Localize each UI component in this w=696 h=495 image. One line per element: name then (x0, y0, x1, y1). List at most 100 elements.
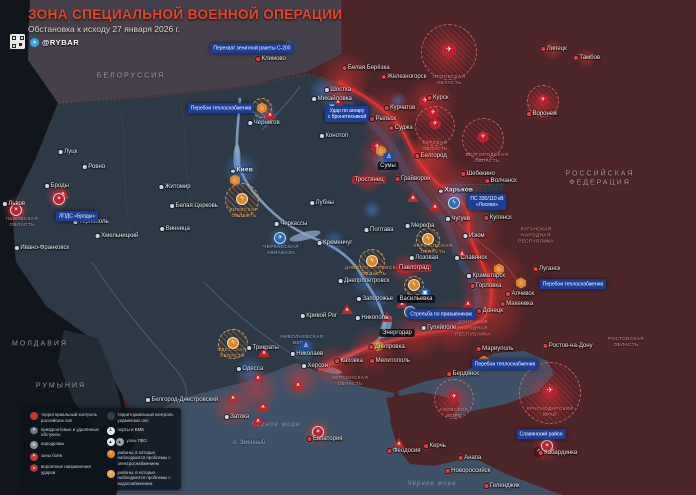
strike-triangle-icon: ʌ (429, 201, 441, 211)
strike-triangle-icon: ʌ (257, 401, 269, 411)
city-label: Одесса (236, 366, 263, 372)
city-label: Днепропетровск (338, 278, 389, 284)
strike-triangle-icon: ʌ (396, 298, 408, 308)
legend-label: узлы ПВО (126, 438, 147, 443)
event-callout: Стрельба по призывникам (407, 309, 475, 319)
city-label: Новороссийск (445, 468, 490, 474)
strike-triangle-icon: ʌ (341, 304, 353, 314)
strike-triangle-icon: ʌ (393, 438, 405, 448)
power-outage-icon: ϟ (408, 279, 420, 291)
event-callout: Перехват зенитной ракеты С-200 (210, 43, 294, 53)
legend-label: зоны боёв (41, 452, 62, 458)
combat-glow-red (232, 366, 280, 414)
city-label: Шебекино (461, 171, 495, 177)
legend-column-left: территориальный контроль российских сил ✶… (30, 412, 100, 486)
city-label: Васильевка (397, 295, 435, 303)
event-callout: Удар по ангару с бронетехникой (324, 106, 370, 122)
legend-row: ʌ вероятные направления ударов (30, 464, 100, 475)
city-label: Сумы (377, 162, 399, 170)
city-label: Анапа (458, 455, 481, 461)
city-label: Ровно (82, 164, 105, 170)
city-label: Гуляйполе (421, 325, 456, 331)
strike-triangle-icon: ʌ (252, 372, 264, 382)
city-label: Тернополь (73, 219, 109, 225)
area-label: Львовская область (5, 215, 39, 227)
legend-air-icon: ✈ (30, 441, 38, 449)
strike-triangle-icon: ʌ (381, 312, 393, 322)
event-callout: ПС 330/110 кВ «Лосево» (467, 194, 507, 210)
city-label: Лубны (310, 200, 334, 206)
power-outage-icon: ϟ (366, 255, 378, 267)
legend-burst-icon: ʌ (30, 464, 38, 472)
legend-row: ⚓ порты и ВМБ (106, 426, 177, 435)
legend-label: районы, в которых наблюдаются проблемы с… (117, 469, 171, 486)
explosion-icon: ✶ (53, 193, 65, 205)
city-label: Затока (224, 414, 249, 420)
city-label: Горловка (470, 283, 502, 289)
legend-row: территориальный контроль российских сил (30, 412, 100, 423)
city-label: Ивано-Франковск (14, 245, 69, 251)
city-label: Мелитополь (370, 358, 410, 364)
city-label: Трикраты (247, 345, 279, 351)
telegram-icon: ✈ (30, 38, 39, 47)
city-label: Курск (427, 95, 448, 101)
strike-triangle-icon: ʌ (462, 298, 474, 308)
power-outage-icon: ϟ (227, 337, 239, 349)
event-callout: ЛПДС «Броды» (55, 211, 99, 221)
city-label: Волчанск (485, 178, 517, 184)
combat-glow-blue (362, 200, 382, 220)
legend-row: ✶ зоны боёв (30, 452, 100, 461)
city-label: Полтава (364, 227, 394, 233)
area-label: МОЛДАВИЯ (12, 340, 68, 348)
city-label: Запорожье (356, 296, 393, 302)
area-label: Чёрное море (407, 480, 457, 487)
channel-handle[interactable]: @RYBAR (42, 38, 80, 47)
city-label: Павлоград (396, 264, 432, 272)
page-title: ЗОНА СПЕЦИАЛЬНОЙ ВОЕННОЙ ОПЕРАЦИИ (28, 7, 343, 22)
city-label: Луганск (533, 266, 560, 272)
city-label: Львов (2, 201, 25, 207)
qr-code-icon (10, 34, 25, 49)
legend-row: ✶ прифронтовые и удалённые обстрелы (30, 426, 100, 438)
city-label: Белгород (415, 153, 447, 159)
legend-power-icon: ϟ (106, 449, 115, 458)
city-label: Николаев (290, 351, 323, 357)
city-label: Евпатория (307, 436, 343, 442)
area-label: РУМЫНИЯ (35, 382, 87, 390)
city-label: Хмельницкий (95, 233, 138, 239)
city-label: Рыльск (369, 116, 396, 122)
area-label: Донецкая Народная Республика (455, 319, 491, 338)
city-label: Житомир (159, 184, 191, 190)
city-label: Луцк (58, 149, 77, 155)
city-label: Липецк (541, 46, 567, 52)
city-label: Чугуев (445, 216, 470, 222)
map-legend: территориальный контроль российских сил ✶… (25, 408, 181, 490)
city-label: Белгород-Днестровский (145, 397, 218, 403)
city-label: Херсон (302, 363, 328, 369)
city-label: Мариуполь (476, 346, 513, 352)
legend-label: аэродромы (41, 441, 65, 446)
city-label: Лозовая (409, 255, 438, 261)
telegram-chip[interactable]: ✈ @RYBAR (30, 38, 79, 47)
legend-battle-icon: ✶ (30, 452, 38, 461)
area-label: Луганская Народная Республика (518, 226, 554, 245)
heating-outage-icon: ♨ (516, 277, 526, 289)
legend-column-right: территориальный контроль украинских сил ⚓… (106, 412, 177, 486)
city-label: Броды (45, 183, 69, 189)
city-label: Курчатов (384, 105, 415, 111)
city-label: Шостка (324, 87, 351, 93)
legend-row: ϟ районы, в которых наблюдаются проблемы … (106, 449, 177, 467)
title-block: ЗОНА СПЕЦИАЛЬНОЙ ВОЕННОЙ ОПЕРАЦИИ Обстан… (10, 7, 343, 49)
area-label: Черкасская авиабаза (263, 243, 299, 255)
city-label: Энергодар (379, 329, 415, 337)
city-label: Керчь (424, 443, 446, 449)
strike-triangle-icon: ʌ (292, 379, 304, 389)
city-label: Каховка (335, 358, 363, 364)
legend-zu-icon (106, 412, 115, 420)
strike-triangle-icon: ʌ (407, 192, 419, 202)
city-label: о. Змеиный (232, 440, 266, 446)
legend-port-icon: ⚓ (106, 426, 115, 435)
city-label: Макеевка (500, 301, 533, 307)
city-label: Бердянск (447, 371, 479, 377)
